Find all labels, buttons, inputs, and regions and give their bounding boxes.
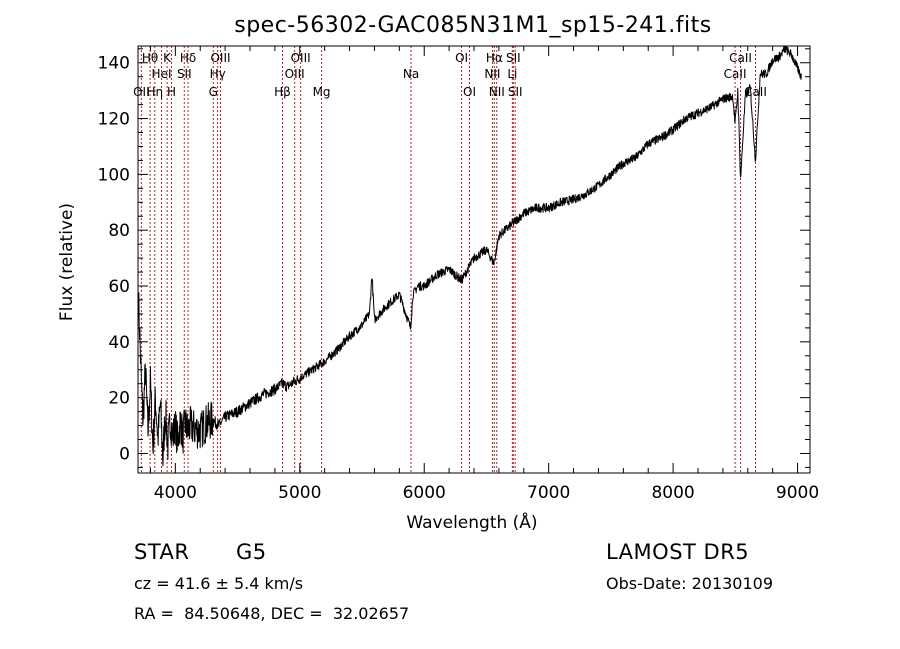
y-tick-label: 100 [98, 165, 130, 185]
y-tick-label: 120 [98, 110, 130, 130]
x-tick-label: 9000 [776, 483, 819, 503]
spectral-subclass: G5 [236, 540, 267, 564]
object-class: STAR [134, 540, 190, 564]
spectral-line-label: OI [463, 85, 476, 99]
spectral-line-label: Mg [313, 85, 331, 99]
x-tick-label: 7000 [527, 483, 570, 503]
spectral-line-label: CaII [729, 51, 752, 65]
spectrum-line [138, 45, 802, 467]
spectral-line-label: H [167, 85, 176, 99]
survey-label: LAMOST DR5 [606, 540, 750, 564]
spectral-line-label: NII [489, 85, 505, 99]
spectral-line-label: Hη [146, 85, 163, 99]
y-tick-label: 40 [108, 333, 130, 353]
spectral-line-label: Hδ [180, 51, 196, 65]
spectral-line-label: Hθ [142, 51, 158, 65]
y-tick-label: 140 [98, 54, 130, 74]
spectral-line-markers [140, 46, 756, 473]
x-tick-label: 5000 [278, 483, 321, 503]
spectral-line-label: Na [403, 67, 419, 81]
spectral-line-label: OIII [210, 51, 230, 65]
spectral-line-label: OII [133, 85, 150, 99]
redshift-text: cz = 41.6 ± 5.4 km/s [134, 574, 304, 593]
spectral-line-label: Li [507, 67, 517, 81]
spectral-line-label: Hβ [274, 85, 291, 99]
spectral-line-label: OIII [291, 51, 311, 65]
spectral-line-label: CaII [724, 67, 747, 81]
spectral-line-label: Hα [486, 51, 503, 65]
spectral-line-label: SII [506, 51, 521, 65]
spectral-line-label: SII [508, 85, 523, 99]
y-axis-label: Flux (relative) [57, 203, 77, 321]
spectral-line-label: HeI [152, 67, 172, 81]
x-axis-label: Wavelength (Å) [406, 511, 537, 533]
x-tick-label: 6000 [403, 483, 446, 503]
spectral-line-label: NII [484, 67, 500, 81]
spectral-line-label: G [209, 85, 218, 99]
spectral-line-label: CaII [744, 85, 767, 99]
y-axis: 0 20 40 60 80 100 120 140 [98, 48, 810, 468]
x-axis: 4000 5000 6000 7000 8000 9000 [149, 46, 819, 503]
chart-title: spec-56302-GAC085N31M1_sp15-241.fits [234, 13, 712, 38]
y-tick-label: 0 [119, 444, 130, 464]
spectral-line-label: K [163, 51, 172, 65]
y-tick-label: 20 [108, 389, 130, 409]
x-tick-label: 8000 [651, 483, 694, 503]
y-tick-label: 80 [108, 221, 130, 241]
spectral-line-label: SII [177, 67, 192, 81]
obs-date-text: Obs-Date: 20130109 [606, 574, 774, 593]
x-tick-label: 4000 [154, 483, 197, 503]
coordinates-text: RA = 84.50648, DEC = 32.02657 [134, 604, 410, 623]
spectral-line-label: OIII [285, 67, 305, 81]
spectral-line-label: OI [455, 51, 468, 65]
spectral-line-labels: OIIHθHηHeIKHSIIHδGHγOIIIHβOIIIOIIIMgNaOI… [133, 51, 767, 99]
y-tick-label: 60 [108, 277, 130, 297]
spectral-line-label: Hγ [210, 67, 226, 81]
